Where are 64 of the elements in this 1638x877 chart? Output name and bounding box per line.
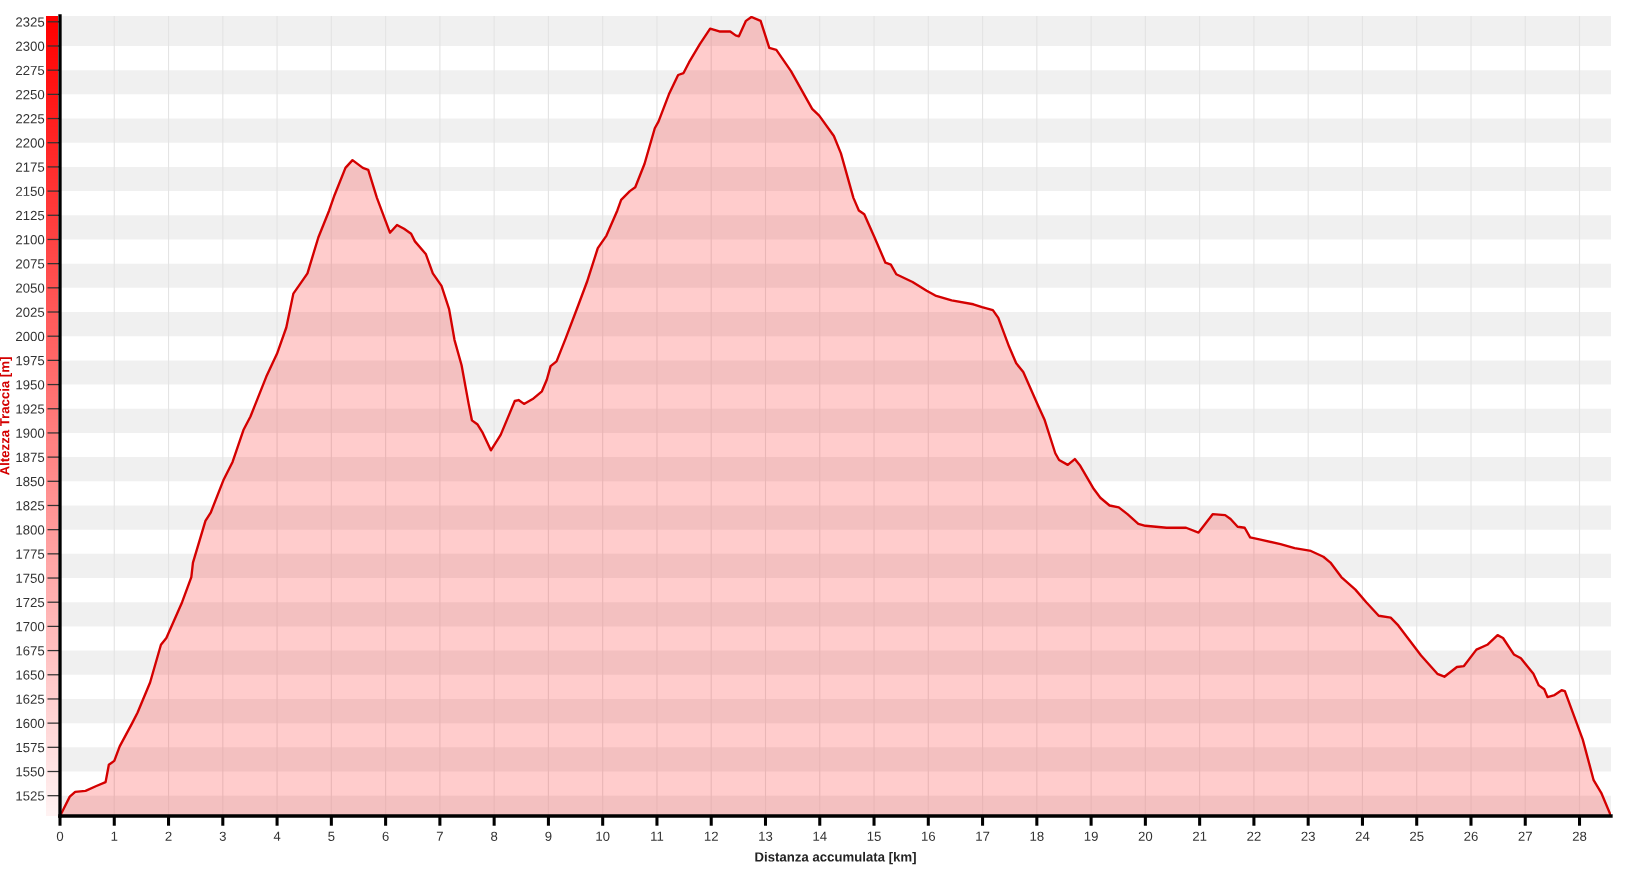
y-tick-label: 2225 (16, 114, 45, 124)
y-tick-label: 2050 (16, 283, 45, 293)
y-tick-label: 1625 (16, 694, 45, 704)
x-tick-label: 26 (1464, 831, 1478, 841)
x-tick-label: 2 (165, 831, 172, 841)
y-tick-label: 2275 (16, 65, 45, 76)
x-tick-label: 8 (491, 831, 498, 841)
x-tick-label: 22 (1247, 831, 1261, 841)
y-tick-label: 1875 (16, 452, 45, 463)
x-tick-label: 14 (813, 831, 827, 841)
x-axis-title: Distanza accumulata [km] (755, 851, 916, 865)
y-tick-label: 1750 (16, 573, 45, 583)
x-tick-label: 16 (921, 831, 936, 841)
y-axis-title: Altezza Traccia [m] (0, 357, 12, 476)
x-tick-label: 15 (867, 831, 881, 841)
y-tick-label: 1575 (16, 743, 45, 753)
x-tick-label: 18 (1030, 831, 1044, 841)
y-tick-label: 2150 (16, 186, 45, 196)
x-tick-label: 6 (382, 831, 389, 841)
y-tick-label: 2025 (16, 307, 45, 317)
x-tick-label: 12 (704, 831, 718, 841)
y-tick-label: 1900 (16, 428, 45, 438)
y-tick-label: 1975 (16, 355, 45, 366)
x-tick-label: 13 (759, 831, 773, 841)
y-tick-label: 2000 (16, 331, 45, 342)
x-tick-label: 3 (219, 831, 226, 841)
x-tick-label: 11 (651, 831, 664, 841)
y-tick-label: 1725 (16, 597, 45, 608)
y-tick-label: 2250 (16, 89, 45, 100)
x-tick-label: 24 (1355, 831, 1370, 841)
y-tick-label: 1675 (16, 646, 45, 656)
y-tick-label: 2100 (16, 235, 45, 245)
y-tick-label: 2200 (16, 138, 45, 148)
y-tick-label: 2175 (16, 162, 45, 172)
x-tick-label: 20 (1138, 831, 1153, 841)
y-tick-label: 2075 (16, 259, 45, 269)
x-tick-label: 23 (1301, 831, 1315, 841)
y-tick-label: 1700 (16, 621, 45, 632)
x-tick-label: 27 (1518, 831, 1532, 841)
y-tick-label: 2125 (16, 210, 45, 221)
y-tick-label: 2325 (16, 17, 45, 27)
x-tick-label: 1 (111, 831, 118, 841)
y-tick-label: 1925 (16, 404, 45, 414)
y-tick-label: 1775 (16, 549, 45, 559)
x-tick-label: 17 (976, 831, 990, 841)
x-tick-label: 10 (596, 831, 610, 841)
x-tick-label: 25 (1410, 831, 1424, 841)
y-tick-label: 1950 (16, 380, 45, 390)
y-tick-label: 1600 (16, 718, 45, 729)
y-tick-label: 1800 (16, 525, 45, 535)
y-tick-label: 1850 (16, 476, 45, 487)
y-tick-label: 1525 (16, 791, 45, 801)
x-tick-label: 0 (56, 831, 64, 841)
y-tick-label: 1825 (16, 501, 45, 511)
x-tick-label: 9 (545, 831, 552, 841)
x-tick-label: 4 (273, 831, 281, 841)
x-tick-label: 7 (436, 831, 443, 841)
y-tick-label: 1550 (16, 767, 45, 777)
x-tick-label: 21 (1192, 831, 1207, 841)
y-tick-label: 1650 (16, 670, 45, 680)
x-tick-label: 5 (328, 831, 335, 841)
x-tick-label: 28 (1572, 831, 1587, 841)
y-tick-label: 2300 (16, 41, 45, 51)
x-tick-label: 19 (1084, 831, 1098, 841)
